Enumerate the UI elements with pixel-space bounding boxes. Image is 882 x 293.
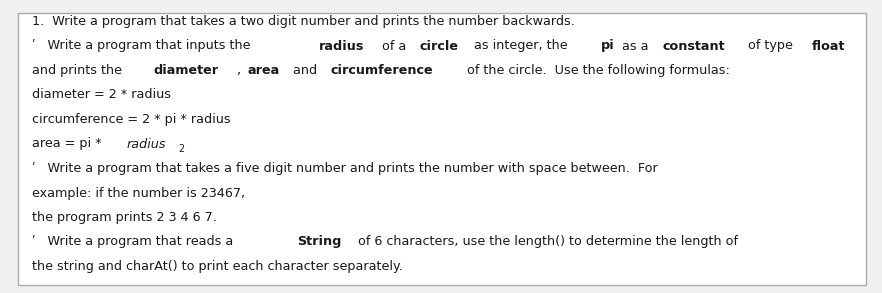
Text: circle: circle <box>419 40 459 52</box>
Text: area = pi *: area = pi * <box>32 137 106 151</box>
Text: pi: pi <box>601 40 615 52</box>
Text: the string and charAt() to print each character separately.: the string and charAt() to print each ch… <box>32 260 403 273</box>
Text: diameter: diameter <box>153 64 219 77</box>
Text: and: and <box>289 64 322 77</box>
Text: 2: 2 <box>178 144 184 154</box>
Text: 1.  Write a program that takes a two digit number and prints the number backward: 1. Write a program that takes a two digi… <box>32 15 575 28</box>
Text: of type: of type <box>744 40 796 52</box>
Text: the program prints 2 3 4 6 7.: the program prints 2 3 4 6 7. <box>32 211 217 224</box>
Text: of 6 characters, use the length() to determine the length of: of 6 characters, use the length() to det… <box>354 236 738 248</box>
Text: circumference = 2 * pi * radius: circumference = 2 * pi * radius <box>32 113 230 126</box>
Text: String: String <box>297 236 341 248</box>
Text: ,: , <box>237 64 245 77</box>
Text: as integer, the: as integer, the <box>469 40 572 52</box>
Text: example: if the number is 23467,: example: if the number is 23467, <box>32 187 245 200</box>
Text: circumference: circumference <box>331 64 433 77</box>
Text: ʹ   Write a program that takes a five digit number and prints the number with sp: ʹ Write a program that takes a five digi… <box>32 162 658 175</box>
Text: and prints the: and prints the <box>32 64 126 77</box>
Text: of the circle.  Use the following formulas:: of the circle. Use the following formula… <box>463 64 730 77</box>
Text: ʹ   Write a program that inputs the: ʹ Write a program that inputs the <box>32 40 255 52</box>
Text: diameter = 2 * radius: diameter = 2 * radius <box>32 88 171 101</box>
Text: radius: radius <box>319 40 364 52</box>
Text: radius: radius <box>127 137 167 151</box>
Text: of a: of a <box>377 40 410 52</box>
Text: constant: constant <box>663 40 726 52</box>
Text: as a: as a <box>618 40 653 52</box>
Text: float: float <box>812 40 846 52</box>
Text: ʹ   Write a program that reads a: ʹ Write a program that reads a <box>32 236 237 248</box>
Text: area: area <box>248 64 280 77</box>
